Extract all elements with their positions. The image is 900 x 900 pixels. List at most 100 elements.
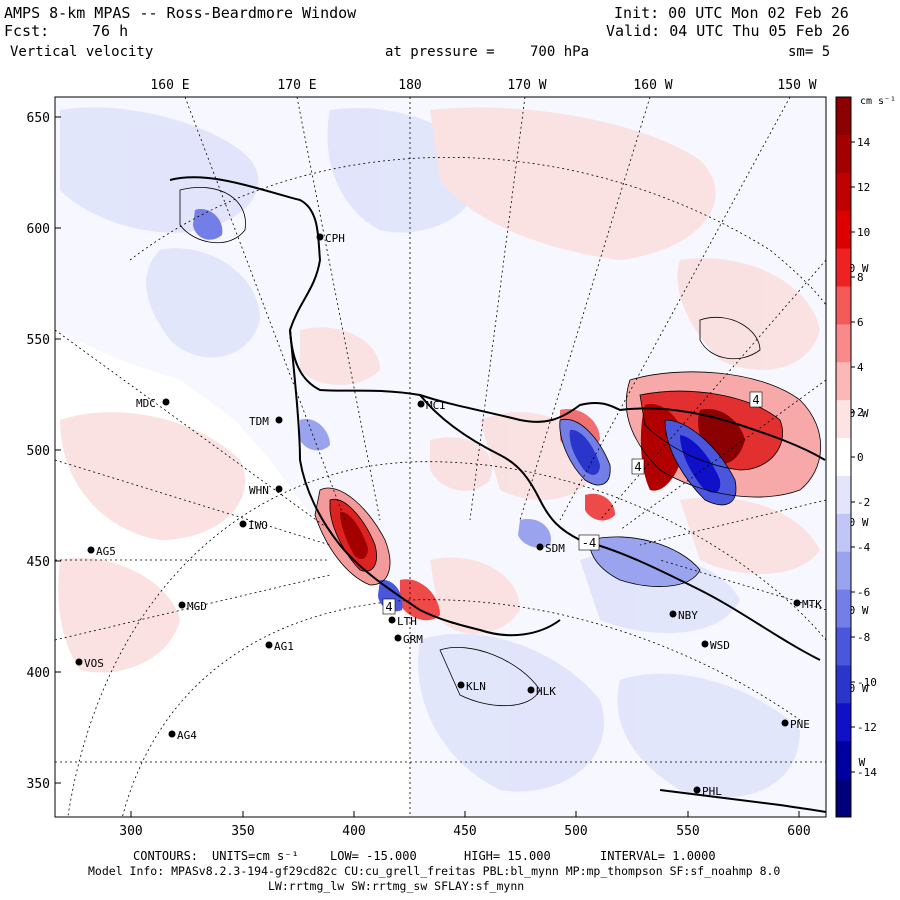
station-marker [781, 719, 789, 727]
station-label: IWO [248, 519, 268, 532]
bottom-label-350: 350 [231, 824, 254, 839]
colorbar-swatch [836, 741, 851, 780]
station-label: AG4 [177, 729, 197, 742]
plot-border [54, 96, 827, 818]
bottom-label-600: 600 [787, 824, 810, 839]
contours-units: UNITS=cm s⁻¹ [212, 849, 299, 863]
station-ag1: AG1 [265, 640, 294, 653]
contour-label: 4 [631, 458, 645, 475]
bottom-label-500: 500 [564, 824, 587, 839]
bottom-label-450: 450 [453, 824, 476, 839]
station-marker [417, 400, 425, 408]
contour-label-box [631, 458, 645, 475]
level-label: at pressure = [385, 44, 495, 60]
station-wsd: WSD [701, 639, 730, 652]
colorbar-tick-label: -2 [857, 496, 870, 509]
station-label: TDM [249, 415, 269, 428]
top-label-160w: 160 W [633, 78, 672, 93]
field-name: Vertical velocity [10, 44, 154, 60]
station-label: HLK [536, 685, 556, 698]
contour-label-text: 4 [752, 393, 759, 407]
graticule [55, 97, 826, 817]
station-marker [536, 543, 544, 551]
contour-label: 4 [382, 598, 396, 615]
bottom-label-300: 300 [119, 824, 142, 839]
forecast-label: Fcst: [4, 22, 50, 40]
colorbar-tick-label: -14 [857, 766, 877, 779]
colorbar-swatch [836, 97, 851, 136]
colorbar-swatch [836, 286, 851, 325]
colorbar-tick-label: 4 [857, 361, 864, 374]
colorbar-swatch [836, 210, 851, 250]
colorbar-swatch [836, 665, 851, 704]
station-sdm: SDM [536, 542, 565, 555]
colorbar-tick-label: 6 [857, 316, 864, 329]
station-marker [701, 640, 709, 648]
station-marker [275, 416, 283, 424]
colorbar-swatch [836, 551, 851, 591]
contour-label-text: 4 [634, 460, 641, 474]
station-marker [394, 634, 402, 642]
colorbar-tick-label: 12 [857, 181, 870, 194]
weak-ascent-field [58, 107, 820, 673]
top-label-170w: 170 W [507, 78, 546, 93]
model-info: Model Info: MPASv8.2.3-194-gf29cd82c CU:… [88, 864, 781, 878]
contours-interval: INTERVAL= 1.0000 [600, 849, 716, 863]
coastline [169, 176, 826, 813]
colorbar-tick-label: -12 [857, 721, 877, 734]
colorbar-swatch [836, 362, 851, 401]
station-vos: VOS [75, 657, 104, 670]
colorbar-tick-label: -4 [857, 541, 871, 554]
colorbar-tick-label: -10 [857, 676, 877, 689]
station-marker [75, 658, 83, 666]
station-iwo: IWO [239, 519, 268, 532]
init-time: Init: 00 UTC Mon 02 Feb 26 [614, 4, 849, 22]
colorbar-swatch [836, 400, 851, 439]
station-marker [457, 681, 465, 689]
colorbar-units: cm s⁻¹ [860, 96, 896, 107]
station-label: CPH [325, 232, 345, 245]
bottom-label-550: 550 [676, 824, 699, 839]
contours-label: CONTOURS: [133, 849, 199, 863]
colorbar [835, 96, 852, 818]
station-mci: MCI [417, 399, 446, 412]
station-lth: LTH [388, 615, 417, 628]
colorbar-tick-label: -8 [857, 631, 870, 644]
station-whn: WHN [249, 484, 283, 497]
top-label-150w: 150 W [777, 78, 816, 93]
station-mtk: MTK [793, 598, 822, 611]
colorbar-tick-label: 14 [857, 136, 871, 149]
left-label-500: 500 [27, 444, 50, 459]
left-label-600: 600 [27, 222, 50, 237]
station-label: WSD [710, 639, 730, 652]
station-tdm: TDM [249, 415, 283, 428]
station-marker [178, 601, 186, 609]
station-hlk: HLK [527, 685, 556, 698]
top-label-160e: 160 E [150, 78, 189, 93]
left-label-450: 450 [27, 555, 50, 570]
physics-info: LW:rrtmg_lw SW:rrtmg_sw SFLAY:sf_mynn [268, 879, 525, 893]
left-label-350: 350 [27, 777, 50, 792]
colorbar-swatch [836, 248, 851, 287]
contours-high: HIGH= 15.000 [464, 849, 551, 863]
station-marker [388, 616, 396, 624]
station-label: VOS [84, 657, 104, 670]
contour-label-text: 4 [385, 600, 392, 614]
station-marker [87, 546, 95, 554]
colorbar-swatch [836, 172, 851, 212]
station-marker [265, 641, 273, 649]
contour-label: -4 [578, 534, 600, 551]
station-group: CPH MDC MCI TDM WHN IWO AG5 SDM MGD NBY MTK LTH GRM A… [75, 232, 822, 798]
contour-label-text: -4 [582, 536, 596, 550]
station-mgd: MGD [178, 600, 207, 613]
contour-label: 4 [749, 391, 763, 408]
colorbar-tick-label: 2 [857, 406, 864, 419]
station-mdc: MDC [136, 397, 170, 410]
station-marker [316, 233, 324, 241]
colorbar-swatch [836, 438, 851, 477]
station-label: LTH [397, 615, 417, 628]
station-marker [168, 730, 176, 738]
level-value: 700 hPa [530, 44, 590, 60]
colorbar-swatch [836, 475, 851, 515]
